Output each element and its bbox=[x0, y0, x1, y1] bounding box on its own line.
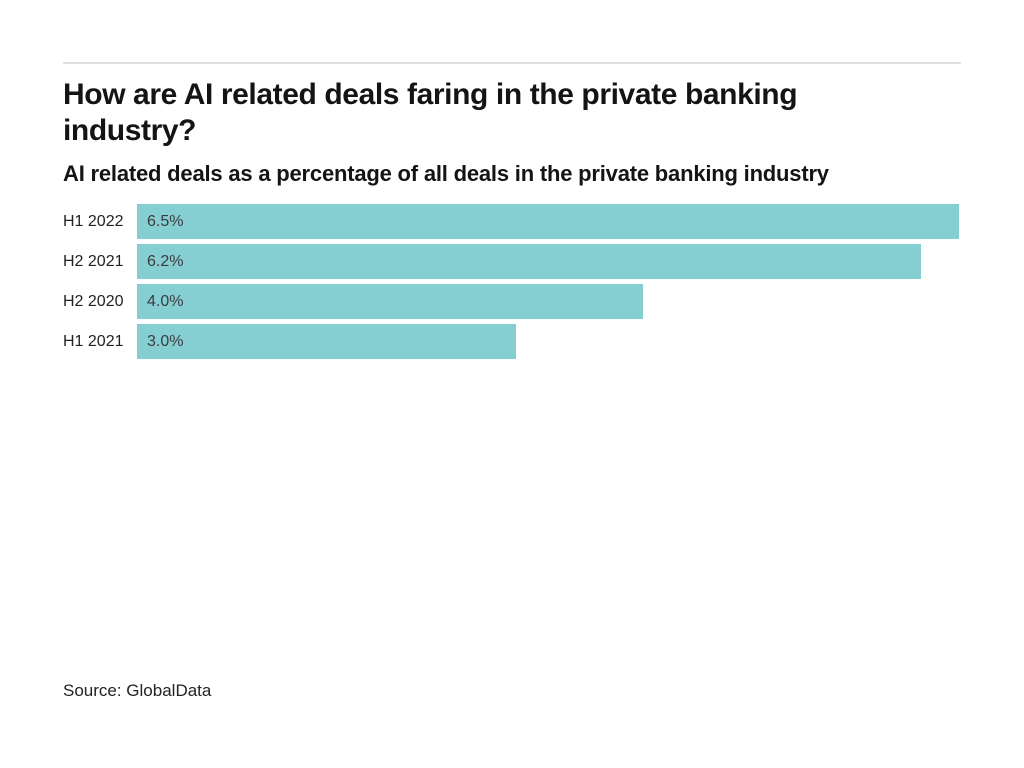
bar-value-label: 4.0% bbox=[147, 292, 184, 310]
value-bar: 3.0% bbox=[137, 324, 517, 359]
page-title-line2: industry? bbox=[63, 114, 197, 147]
bar-row: H2 2021 6.2% bbox=[63, 244, 959, 279]
source-text: Source: GlobalData bbox=[63, 681, 212, 700]
chart-subtitle: AI related deals as a percentage of all … bbox=[63, 161, 829, 186]
category-label: H1 2021 bbox=[63, 332, 124, 350]
top-divider bbox=[63, 62, 961, 64]
bar-track: 3.0% bbox=[137, 324, 959, 359]
bar-track: 6.2% bbox=[137, 244, 959, 279]
bar-value-label: 6.2% bbox=[147, 252, 184, 270]
value-bar: 6.2% bbox=[137, 244, 922, 279]
category-label: H1 2022 bbox=[63, 212, 124, 230]
page-title-line1: How are AI related deals faring in the p… bbox=[63, 78, 798, 111]
bar-value-label: 6.5% bbox=[147, 212, 184, 230]
value-bar: 4.0% bbox=[137, 284, 643, 319]
bar-row: H1 2021 3.0% bbox=[63, 324, 959, 359]
bar-row: H1 2022 6.5% bbox=[63, 204, 959, 239]
bar-track: 4.0% bbox=[137, 284, 959, 319]
bar-value-label: 3.0% bbox=[147, 332, 184, 350]
value-bar: 6.5% bbox=[137, 204, 959, 239]
bar-chart: H1 2022 6.5% H2 2021 6.2% H2 2020 4.0% H1 2021… bbox=[63, 204, 959, 364]
page-title: How are AI related deals faring in the p… bbox=[63, 77, 798, 149]
bar-row: H2 2020 4.0% bbox=[63, 284, 959, 319]
category-label: H2 2021 bbox=[63, 252, 124, 270]
bar-track: 6.5% bbox=[137, 204, 959, 239]
category-label: H2 2020 bbox=[63, 292, 124, 310]
